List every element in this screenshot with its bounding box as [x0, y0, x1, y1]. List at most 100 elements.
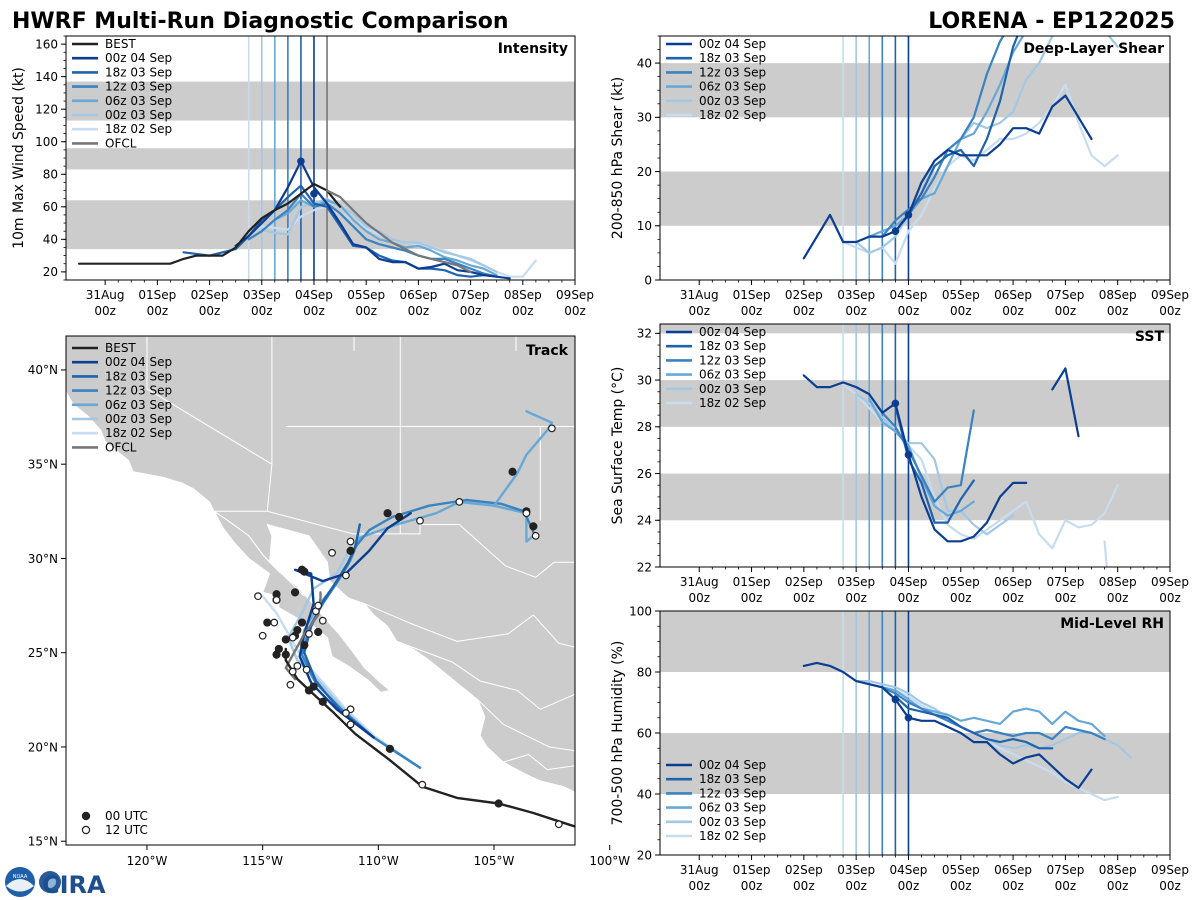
track-xtick-label-4: 100°W	[589, 854, 630, 868]
track-point-00utc	[281, 650, 290, 659]
track-ytick-label-2: 25°N	[28, 646, 58, 660]
sst-xtick-label-top-0: 31Aug	[680, 575, 719, 589]
rh-plot-area	[660, 611, 1170, 855]
intensity-series-r00z04-5	[234, 160, 511, 280]
track-ytick-label-0: 15°N	[28, 835, 58, 849]
track-point-12utc	[286, 680, 295, 689]
shear-marker-1	[904, 211, 913, 219]
track-point-00utc	[297, 565, 307, 574]
shear-xtick-label-top-7: 07Sep	[1046, 288, 1084, 302]
shear-xtick-label-bottom-5: 00z	[950, 304, 972, 318]
sst-ytick-label-26: 26	[637, 467, 652, 481]
shear-xtick-label-top-1: 01Sep	[733, 288, 771, 302]
intensity-legend-label-BEST: BEST	[105, 37, 136, 51]
track-OFCL-7	[284, 591, 322, 681]
rh-xtick-label-bottom-1: 00z	[741, 879, 763, 893]
rh-xtick-label-top-9: 09Sep	[1151, 863, 1189, 877]
intensity-series-OFCL-7	[325, 189, 472, 273]
shear-ytick-label-0: 0	[644, 273, 652, 287]
sst-series-r00z04-6	[1051, 367, 1080, 438]
shear-panel: 0 10 20 30 40 31Aug 00z 01Sep 00z 02Sep 00z 03Sep 00…	[610, 35, 1189, 318]
sst-legend-label-r06z03: 06z 03 Sep	[699, 368, 766, 382]
sst-series-r12z03-3	[881, 409, 975, 503]
rh-xtick-label-top-7: 07Sep	[1046, 863, 1084, 877]
shear-xtick-label-bottom-8: 00z	[1107, 304, 1129, 318]
track-point-12utc	[346, 720, 355, 729]
intensity-legend-label-r18z02: 18z 02 Sep	[105, 122, 172, 136]
track-point-00utc	[508, 467, 517, 476]
sst-xtick-label-bottom-6: 00z	[1002, 591, 1024, 605]
track-point-00utc	[385, 744, 395, 753]
sst-ytick-label-28: 28	[637, 420, 652, 434]
intensity-panel: 20 40 60 80 100 120 140 160 31Aug 00z 01Sep 00z 02Se…	[11, 35, 594, 318]
track-xtick-label-2: 110°W	[358, 854, 399, 868]
track-point-12utc	[554, 820, 563, 829]
track-point-12utc	[418, 780, 427, 789]
rh-series-r18z03-4	[894, 695, 1054, 750]
boundary-14	[533, 614, 575, 648]
intensity-xtick-label-top-2: 02Sep	[191, 288, 229, 302]
track-point-12utc	[254, 592, 262, 601]
shear-xtick-label-bottom-7: 00z	[1055, 304, 1077, 318]
intensity-series-r18z03-4	[182, 184, 485, 278]
sst-band-2	[660, 324, 1170, 334]
sst-series-r00z04-5	[802, 374, 1028, 543]
sst-plot-area	[660, 324, 1170, 567]
intensity-series-BEST-6	[77, 182, 342, 265]
sst-xtick-label-top-2: 02Sep	[785, 575, 823, 589]
shear-ytick-label-40: 40	[637, 56, 652, 70]
sst-ytick-label-22: 22	[637, 560, 652, 574]
shear-series-r18z03-4	[894, 36, 1019, 233]
shear-xtick-label-top-2: 02Sep	[785, 288, 823, 302]
track-legend-label-r12z03: 12z 03 Sep	[105, 384, 172, 398]
shear-band-1	[660, 63, 1170, 118]
track-point-12utc	[258, 631, 267, 640]
boundary-0	[214, 510, 575, 578]
track-point-00utc	[274, 644, 283, 654]
track-legend-label-r00z04: 00z 04 Sep	[105, 355, 172, 369]
intensity-legend-label-OFCL: OFCL	[105, 136, 137, 150]
boundary-12	[477, 699, 575, 752]
shear-xtick-label-top-0: 31Aug	[680, 288, 719, 302]
rh-marker-1	[904, 713, 913, 722]
intensity-xtick-label-top-0: 31Aug	[86, 288, 125, 302]
sst-band-1	[660, 380, 1170, 427]
shear-ylabel: 200-850 hPa Shear (kt)	[610, 77, 626, 239]
intensity-ytick-label-160: 160	[35, 37, 58, 51]
intensity-xtick-label-bottom-8: 00z	[512, 304, 534, 318]
intensity-band-2	[66, 81, 575, 121]
track-point-12utc	[342, 709, 350, 717]
shear-legend-label-r18z02: 18z 02 Sep	[699, 108, 766, 122]
sst-legend-label-r18z03: 18z 03 Sep	[699, 339, 766, 353]
sst-xtick-label-top-5: 05Sep	[942, 575, 980, 589]
rh-ytick-label-80: 80	[637, 665, 652, 679]
intensity-legend-label-r12z03: 12z 03 Sep	[105, 80, 172, 94]
suptitle-left: HWRF Multi-Run Diagnostic Comparison	[12, 9, 509, 34]
rh-ytick-label-100: 100	[629, 604, 652, 618]
rh-band-1	[660, 611, 1170, 672]
sst-xtick-label-top-8: 08Sep	[1099, 575, 1137, 589]
track-xtick-label-1: 115°W	[242, 854, 283, 868]
rh-legend-label-r18z02: 18z 02 Sep	[699, 829, 766, 843]
land-north-america	[66, 336, 575, 793]
rh-xtick-label-bottom-5: 00z	[950, 879, 972, 893]
track-point-12utc	[547, 424, 556, 433]
track-legend-label-BEST: BEST	[105, 341, 136, 355]
shear-legend-label-r06z03: 06z 03 Sep	[699, 80, 766, 94]
intensity-xtick-label-bottom-2: 00z	[199, 304, 221, 318]
track-r00z04-5	[293, 512, 412, 739]
intensity-xtick-label-bottom-0: 00z	[94, 304, 116, 318]
intensity-ytick-label-20: 20	[43, 265, 58, 279]
track-point-00utc	[395, 512, 404, 522]
intensity-legend-label-r00z04: 00z 04 Sep	[105, 51, 172, 65]
track-marker-legend-symbol-0	[81, 811, 91, 821]
track-plot-area	[66, 336, 575, 829]
track-point-00utc	[281, 635, 290, 644]
track-point-12utc	[531, 531, 540, 540]
sst-ytick-label-30: 30	[637, 373, 652, 387]
shear-xtick-label-bottom-4: 00z	[898, 304, 920, 318]
rh-xtick-label-bottom-4: 00z	[898, 879, 920, 893]
shear-ytick-label-10: 10	[637, 219, 652, 233]
track-point-00utc	[318, 697, 327, 706]
